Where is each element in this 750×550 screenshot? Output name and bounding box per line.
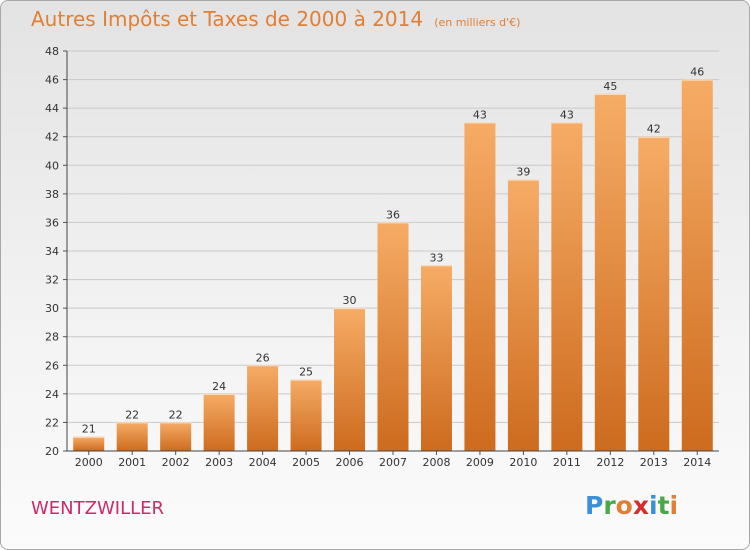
x-tick-label-2001: 2001	[118, 456, 146, 469]
bar-2000	[73, 436, 105, 451]
value-label-2011: 43	[560, 108, 574, 121]
value-label-2009: 43	[473, 108, 487, 121]
x-tick-label-2014: 2014	[683, 456, 711, 469]
x-tick-label-2003: 2003	[205, 456, 233, 469]
chart-subtitle: (en milliers d'€)	[434, 16, 521, 29]
value-label-2008: 33	[429, 251, 443, 264]
bar-2011	[551, 122, 583, 451]
proxiti-logo[interactable]: Proxiti	[585, 491, 679, 520]
bar-2008	[420, 265, 452, 451]
bar-2009	[464, 122, 496, 451]
bar-2005	[290, 379, 322, 451]
labels: 20 22 24 26 28 30 32 34 36 38 40 42 44 46 48 21 2000 22 20…	[45, 45, 711, 469]
y-tick-label: 30	[45, 302, 59, 315]
x-tick-label-2013: 2013	[640, 456, 668, 469]
value-label-2014: 46	[690, 66, 704, 79]
y-tick-label: 20	[45, 445, 59, 458]
value-label-2010: 39	[516, 166, 530, 179]
y-tick-label: 46	[45, 74, 59, 87]
bar-2001	[116, 422, 148, 451]
y-tick-label: 28	[45, 331, 59, 344]
value-label-2006: 30	[343, 294, 357, 307]
x-tick-label-2006: 2006	[336, 456, 364, 469]
value-label-2013: 42	[647, 123, 661, 136]
value-label-2002: 22	[169, 408, 183, 421]
y-tick-label: 38	[45, 188, 59, 201]
y-tick-label: 48	[45, 45, 59, 58]
commune-name: WENTZWILLER	[31, 498, 165, 519]
bar-2013	[638, 136, 670, 451]
x-tick-label-2000: 2000	[75, 456, 103, 469]
y-tick-label: 26	[45, 359, 59, 372]
y-tick-label: 32	[45, 274, 59, 287]
x-tick-label-2002: 2002	[162, 456, 190, 469]
bar-2010	[507, 179, 539, 452]
y-tick-label: 36	[45, 216, 59, 229]
x-tick-label-2005: 2005	[292, 456, 320, 469]
y-tick-label: 34	[45, 245, 59, 258]
x-tick-label-2009: 2009	[466, 456, 494, 469]
axes	[63, 50, 719, 455]
x-tick-label-2004: 2004	[249, 456, 277, 469]
y-tick-label: 22	[45, 416, 59, 429]
value-label-2000: 21	[82, 423, 96, 436]
x-tick-label-2011: 2011	[553, 456, 581, 469]
x-tick-label-2008: 2008	[422, 456, 450, 469]
y-tick-label: 24	[45, 388, 59, 401]
x-tick-label-2012: 2012	[596, 456, 624, 469]
chart-title-block: Autres Impôts et Taxes de 2000 à 2014 (e…	[31, 7, 520, 31]
value-label-2007: 36	[386, 208, 400, 221]
x-tick-label-2010: 2010	[509, 456, 537, 469]
bar-2004	[247, 365, 279, 451]
bar-2014	[681, 79, 713, 452]
bar-2006	[334, 308, 366, 451]
y-tick-label: 44	[45, 102, 59, 115]
value-label-2012: 45	[603, 80, 617, 93]
chart-title: Autres Impôts et Taxes de 2000 à 2014	[31, 7, 424, 31]
value-label-2004: 26	[256, 351, 270, 364]
value-label-2005: 25	[299, 366, 313, 379]
bar-2007	[377, 222, 409, 451]
y-tick-label: 42	[45, 131, 59, 144]
bar-2003	[203, 393, 235, 451]
x-tick-label-2007: 2007	[379, 456, 407, 469]
bars	[73, 79, 713, 452]
value-label-2001: 22	[125, 408, 139, 421]
bar-2002	[160, 422, 192, 451]
value-label-2003: 24	[212, 380, 226, 393]
y-tick-label: 40	[45, 159, 59, 172]
bar-2012	[594, 93, 626, 451]
